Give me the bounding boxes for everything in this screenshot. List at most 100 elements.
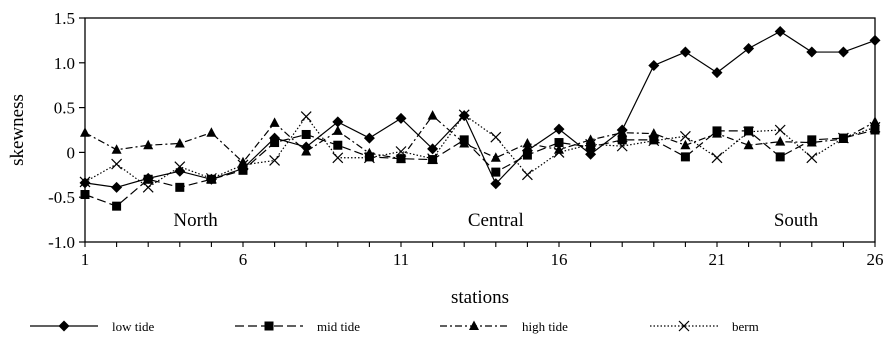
data-point-low-tide	[743, 42, 755, 54]
legend-item-high-tide: high tide	[440, 319, 568, 334]
series-line-low-tide	[84, 30, 876, 188]
data-point-mid-tide	[554, 138, 564, 148]
region-label: Central	[468, 210, 524, 231]
x-axis-title: stations	[451, 287, 509, 308]
data-point-high-tide	[459, 137, 470, 148]
data-point-low-tide	[490, 178, 502, 190]
y-tick-label: 0.5	[54, 99, 75, 118]
data-point-high-tide	[870, 116, 880, 126]
series-layer	[79, 25, 881, 211]
data-point-high-tide	[396, 153, 406, 163]
y-tick-label: 1.5	[54, 9, 75, 28]
series-line-mid-tide	[84, 129, 876, 207]
data-point-berm	[332, 152, 344, 164]
data-point-mid-tide	[301, 129, 311, 139]
series-berm	[79, 109, 881, 193]
data-point-berm	[174, 161, 186, 173]
data-point-high-tide	[648, 128, 659, 138]
legend-item-berm: berm	[650, 319, 759, 334]
x-tick-label: 6	[239, 250, 248, 269]
data-point-mid-tide	[143, 174, 153, 184]
data-point-mid-tide	[112, 201, 122, 211]
data-point-low-tide	[774, 25, 786, 37]
y-tick-label: -1.0	[48, 233, 75, 252]
data-point-low-tide	[174, 165, 186, 177]
data-point-berm	[616, 140, 628, 152]
data-point-berm	[427, 153, 439, 165]
data-point-high-tide	[775, 136, 786, 146]
x-axis: 1 6 11 16 21 26	[81, 242, 884, 269]
data-point-high-tide	[269, 117, 280, 127]
legend-label: low tide	[112, 319, 154, 334]
data-point-mid-tide	[428, 155, 438, 165]
data-point-low-tide	[111, 181, 123, 193]
data-point-low-tide	[806, 46, 818, 58]
x-tick-label: 1	[81, 250, 90, 269]
data-point-berm	[458, 109, 470, 121]
data-point-low-tide	[869, 34, 881, 46]
data-point-high-tide	[743, 139, 754, 150]
data-point-low-tide	[458, 110, 470, 122]
y-tick-label: -0.5	[48, 188, 75, 207]
legend: low tide mid tide high tide berm	[30, 319, 759, 334]
data-point-berm	[269, 155, 281, 166]
data-point-berm	[648, 135, 660, 147]
data-point-berm	[553, 146, 565, 158]
data-point-mid-tide	[649, 135, 659, 145]
legend-label: berm	[732, 319, 759, 334]
data-point-berm	[490, 131, 502, 143]
data-point-high-tide	[238, 156, 248, 167]
legend-marker	[469, 320, 479, 330]
data-point-berm	[205, 172, 217, 184]
series-mid-tide	[80, 125, 880, 211]
data-point-low-tide	[427, 143, 439, 155]
legend-marker	[264, 321, 274, 331]
data-point-berm	[774, 124, 786, 136]
x-tick-label: 21	[709, 250, 726, 269]
series-low-tide	[79, 25, 881, 193]
data-point-high-tide	[174, 137, 185, 148]
data-point-berm	[237, 159, 249, 171]
data-point-mid-tide	[522, 150, 532, 160]
data-point-low-tide	[711, 67, 723, 79]
data-point-high-tide	[806, 137, 817, 147]
data-point-mid-tide	[680, 152, 690, 162]
data-point-high-tide	[522, 137, 533, 148]
legend-marker	[678, 320, 690, 332]
legend-label: high tide	[522, 319, 568, 334]
data-point-berm	[837, 132, 849, 144]
data-point-mid-tide	[270, 138, 280, 148]
data-point-mid-tide	[333, 140, 343, 150]
data-point-berm	[743, 126, 755, 138]
data-point-high-tide	[111, 144, 122, 154]
x-tick-label: 16	[551, 250, 568, 269]
data-point-mid-tide	[870, 125, 880, 135]
series-line-high-tide	[84, 114, 876, 164]
data-point-mid-tide	[206, 174, 216, 184]
data-point-low-tide	[679, 46, 691, 58]
data-point-berm	[111, 158, 123, 170]
data-point-berm	[300, 111, 312, 122]
legend-item-mid-tide: mid tide	[235, 319, 360, 334]
data-point-berm	[806, 152, 818, 164]
data-point-high-tide	[617, 127, 628, 137]
region-label: North	[173, 210, 218, 231]
region-annotations: North Central South	[173, 210, 818, 231]
data-point-high-tide	[80, 127, 90, 137]
data-point-berm	[869, 121, 881, 133]
data-point-berm	[585, 138, 597, 150]
data-point-high-tide	[712, 128, 722, 138]
data-point-high-tide	[427, 110, 438, 120]
data-point-berm	[679, 130, 691, 142]
data-point-high-tide	[143, 139, 154, 150]
data-point-high-tide	[301, 146, 312, 156]
data-point-mid-tide	[744, 126, 754, 136]
data-point-berm	[395, 146, 407, 157]
y-axis-title: skewness	[7, 94, 28, 166]
data-point-berm	[711, 152, 723, 164]
x-tick-label: 11	[393, 250, 409, 269]
data-point-low-tide	[648, 59, 660, 71]
plot-area-frame	[84, 17, 876, 243]
